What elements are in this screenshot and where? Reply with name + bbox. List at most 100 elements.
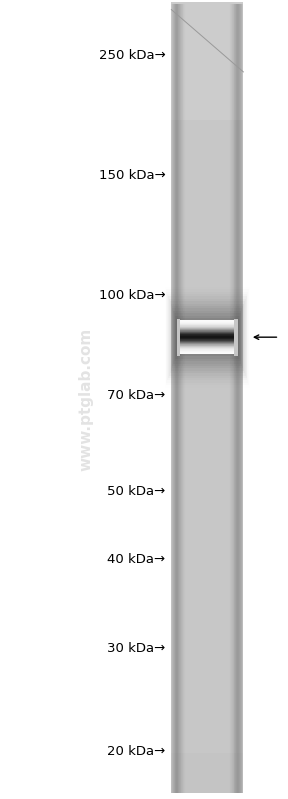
Bar <box>234 319 238 356</box>
Bar <box>171 310 243 314</box>
Bar <box>171 257 243 261</box>
Bar <box>171 489 243 493</box>
Bar <box>171 300 243 304</box>
Bar <box>171 53 243 57</box>
Bar <box>171 129 243 133</box>
Bar <box>171 478 243 483</box>
Bar <box>171 339 243 343</box>
Bar <box>234 319 238 356</box>
Bar <box>171 528 243 532</box>
Bar <box>171 402 243 406</box>
Bar <box>171 722 243 727</box>
Bar <box>171 704 243 709</box>
Text: 20 kDa→: 20 kDa→ <box>107 745 166 757</box>
Bar <box>171 318 243 322</box>
Bar <box>177 344 238 345</box>
Bar <box>177 353 238 354</box>
Bar <box>177 319 180 356</box>
Bar <box>171 441 243 446</box>
Bar <box>171 665 243 669</box>
Bar <box>235 4 241 793</box>
Bar <box>171 84 243 88</box>
Bar <box>177 333 238 335</box>
Bar <box>171 37 243 41</box>
Bar <box>171 583 243 587</box>
Bar <box>177 333 238 334</box>
Bar <box>171 686 243 690</box>
Bar <box>171 247 243 251</box>
Bar <box>171 192 243 196</box>
Bar <box>171 168 243 173</box>
Bar <box>177 4 183 793</box>
Bar <box>171 626 243 630</box>
Bar <box>171 620 243 624</box>
Bar <box>230 4 236 793</box>
Bar <box>170 301 245 373</box>
Bar <box>177 341 238 342</box>
Bar <box>171 147 243 151</box>
Bar <box>171 781 243 785</box>
Bar <box>171 34 243 38</box>
Bar <box>237 4 242 793</box>
Bar <box>234 319 238 356</box>
Bar <box>171 74 243 78</box>
Bar <box>234 319 238 356</box>
Bar <box>177 319 180 356</box>
Bar <box>171 412 243 417</box>
Bar <box>171 137 243 141</box>
Bar <box>171 39 243 43</box>
Bar <box>171 133 243 138</box>
Bar <box>171 573 243 577</box>
Bar <box>234 4 240 793</box>
Bar <box>179 4 184 793</box>
Bar <box>171 589 243 593</box>
Bar <box>171 581 243 585</box>
Bar <box>172 4 178 793</box>
Bar <box>177 319 180 356</box>
Bar <box>171 160 243 165</box>
Bar <box>171 208 243 212</box>
Bar <box>177 319 180 356</box>
Bar <box>171 404 243 409</box>
Bar <box>177 319 180 356</box>
Bar <box>171 712 243 717</box>
Bar <box>171 654 243 658</box>
Bar <box>171 702 243 706</box>
Bar <box>177 346 238 348</box>
Bar <box>171 683 243 687</box>
Bar <box>171 730 243 735</box>
Bar <box>177 348 238 349</box>
Bar <box>234 319 238 356</box>
Bar <box>171 176 243 180</box>
Bar <box>171 562 243 566</box>
Bar <box>177 322 238 324</box>
Bar <box>171 221 243 225</box>
Bar <box>171 296 243 301</box>
Bar <box>171 447 243 451</box>
Bar <box>171 733 243 737</box>
Bar <box>171 678 243 682</box>
Bar <box>234 319 238 356</box>
Bar <box>171 115 243 120</box>
Bar <box>177 339 238 340</box>
Bar <box>177 337 238 338</box>
Bar <box>171 237 243 240</box>
Bar <box>177 323 238 324</box>
Bar <box>171 547 243 551</box>
Bar <box>177 319 180 356</box>
Bar <box>176 4 182 793</box>
Bar <box>171 126 243 130</box>
Bar <box>234 319 238 356</box>
Bar <box>177 352 238 353</box>
Bar <box>171 486 243 491</box>
Text: 40 kDa→: 40 kDa→ <box>107 553 166 566</box>
Bar <box>171 15 243 20</box>
Bar <box>171 286 243 291</box>
Bar <box>171 607 243 611</box>
Bar <box>171 586 243 590</box>
Text: 250 kDa→: 250 kDa→ <box>99 50 166 62</box>
Bar <box>171 102 243 106</box>
Bar <box>171 252 243 256</box>
Bar <box>171 141 243 146</box>
Bar <box>177 338 238 339</box>
